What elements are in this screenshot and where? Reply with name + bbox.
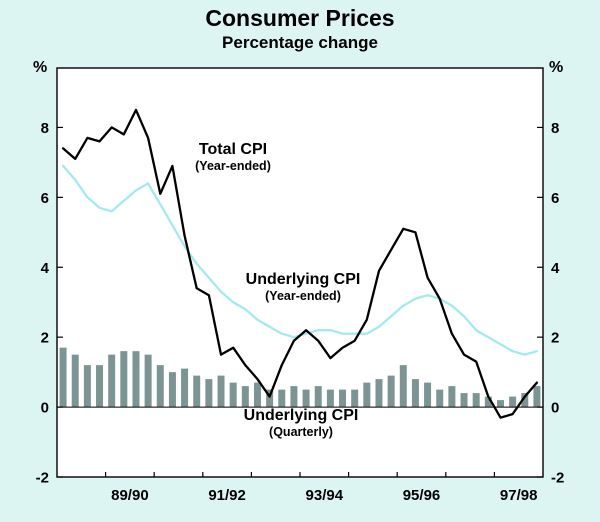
quarterly-bar bbox=[144, 354, 152, 408]
x-tick-label: 91/92 bbox=[208, 487, 246, 504]
annotation-sublabel: (Quarterly) bbox=[269, 424, 333, 439]
quarterly-bar bbox=[120, 351, 128, 408]
annotation-sublabel: (Year-ended) bbox=[265, 288, 341, 303]
y-tick-label-left: 0 bbox=[41, 400, 49, 417]
y-tick-label-left: 2 bbox=[41, 330, 49, 347]
quarterly-bar bbox=[496, 400, 504, 408]
y-axis-unit-right: % bbox=[549, 59, 564, 76]
y-tick-label-left: 6 bbox=[41, 190, 49, 207]
quarterly-bar bbox=[108, 354, 116, 408]
y-tick-label-right: 4 bbox=[551, 260, 560, 277]
quarterly-bar bbox=[399, 365, 407, 408]
quarterly-bar bbox=[302, 389, 310, 408]
quarterly-bar bbox=[521, 393, 529, 408]
quarterly-bar bbox=[205, 379, 213, 408]
quarterly-bar bbox=[448, 386, 456, 408]
y-tick-label-right: 0 bbox=[551, 400, 559, 417]
quarterly-bar bbox=[83, 365, 91, 408]
y-tick-label-right: 8 bbox=[551, 120, 559, 137]
quarterly-bar bbox=[375, 379, 383, 408]
annotation-label: Underlying CPI bbox=[243, 407, 359, 424]
quarterly-bar bbox=[278, 389, 286, 408]
quarterly-bar bbox=[533, 386, 541, 408]
quarterly-bar bbox=[460, 393, 468, 408]
quarterly-bar bbox=[484, 396, 492, 408]
quarterly-bar bbox=[339, 389, 347, 408]
annotation-total-cpi: Total CPI (Year-ended) bbox=[195, 141, 271, 174]
annotation-label: Total CPI bbox=[198, 141, 268, 158]
x-tick-label: 95/96 bbox=[403, 487, 441, 504]
y-tick-label-right: 6 bbox=[551, 190, 559, 207]
quarterly-bar bbox=[509, 396, 517, 408]
plot-border bbox=[56, 67, 544, 478]
quarterly-bar bbox=[59, 347, 67, 408]
y-tick-label-right: 2 bbox=[551, 330, 559, 347]
quarterly-bar bbox=[132, 351, 140, 408]
annotation-underlying-cpi: Underlying CPI (Year-ended) bbox=[246, 271, 361, 304]
quarterly-bar bbox=[387, 375, 395, 408]
quarterly-bar bbox=[181, 368, 189, 408]
quarterly-bar bbox=[472, 393, 480, 408]
total-cpi-line bbox=[61, 108, 539, 419]
y-tick-label-left: 4 bbox=[41, 260, 50, 277]
y-axis-unit-left: % bbox=[33, 59, 48, 76]
quarterly-bar bbox=[168, 372, 176, 408]
quarterly-bar bbox=[314, 386, 322, 408]
quarterly-bar bbox=[253, 382, 261, 408]
quarterly-bar bbox=[193, 375, 201, 408]
quarterly-bar bbox=[71, 354, 79, 408]
x-tick-label: 89/90 bbox=[111, 487, 149, 504]
quarterly-bar bbox=[326, 389, 334, 408]
quarterly-bar bbox=[424, 382, 432, 408]
y-tick-label-left: 8 bbox=[41, 120, 49, 137]
annotation-sublabel: (Year-ended) bbox=[195, 158, 271, 173]
x-tick-label: 97/98 bbox=[500, 487, 538, 504]
quarterly-bar bbox=[241, 386, 249, 408]
quarterly-bar bbox=[411, 379, 419, 408]
chart-subtitle: Percentage change bbox=[222, 33, 378, 52]
quarterly-bar bbox=[229, 382, 237, 408]
quarterly-bar bbox=[351, 389, 359, 408]
quarterly-bar bbox=[156, 365, 164, 408]
x-tick-label: 93/94 bbox=[306, 487, 344, 504]
quarterly-bar bbox=[290, 386, 298, 408]
annotation-label: Underlying CPI bbox=[245, 271, 361, 288]
quarterly-bar bbox=[266, 389, 274, 408]
y-tick-label-right: -2 bbox=[551, 470, 564, 487]
quarterly-bar bbox=[96, 365, 104, 408]
y-tick-label-left: -2 bbox=[36, 470, 49, 487]
annotation-underlying-cpi-quarterly: Underlying CPI (Quarterly) bbox=[244, 407, 359, 440]
quarterly-bar bbox=[436, 389, 444, 408]
quarterly-bar bbox=[217, 375, 225, 408]
plot-background bbox=[57, 68, 543, 477]
chart-title: Consumer Prices bbox=[205, 5, 395, 31]
quarterly-bar bbox=[363, 382, 371, 408]
